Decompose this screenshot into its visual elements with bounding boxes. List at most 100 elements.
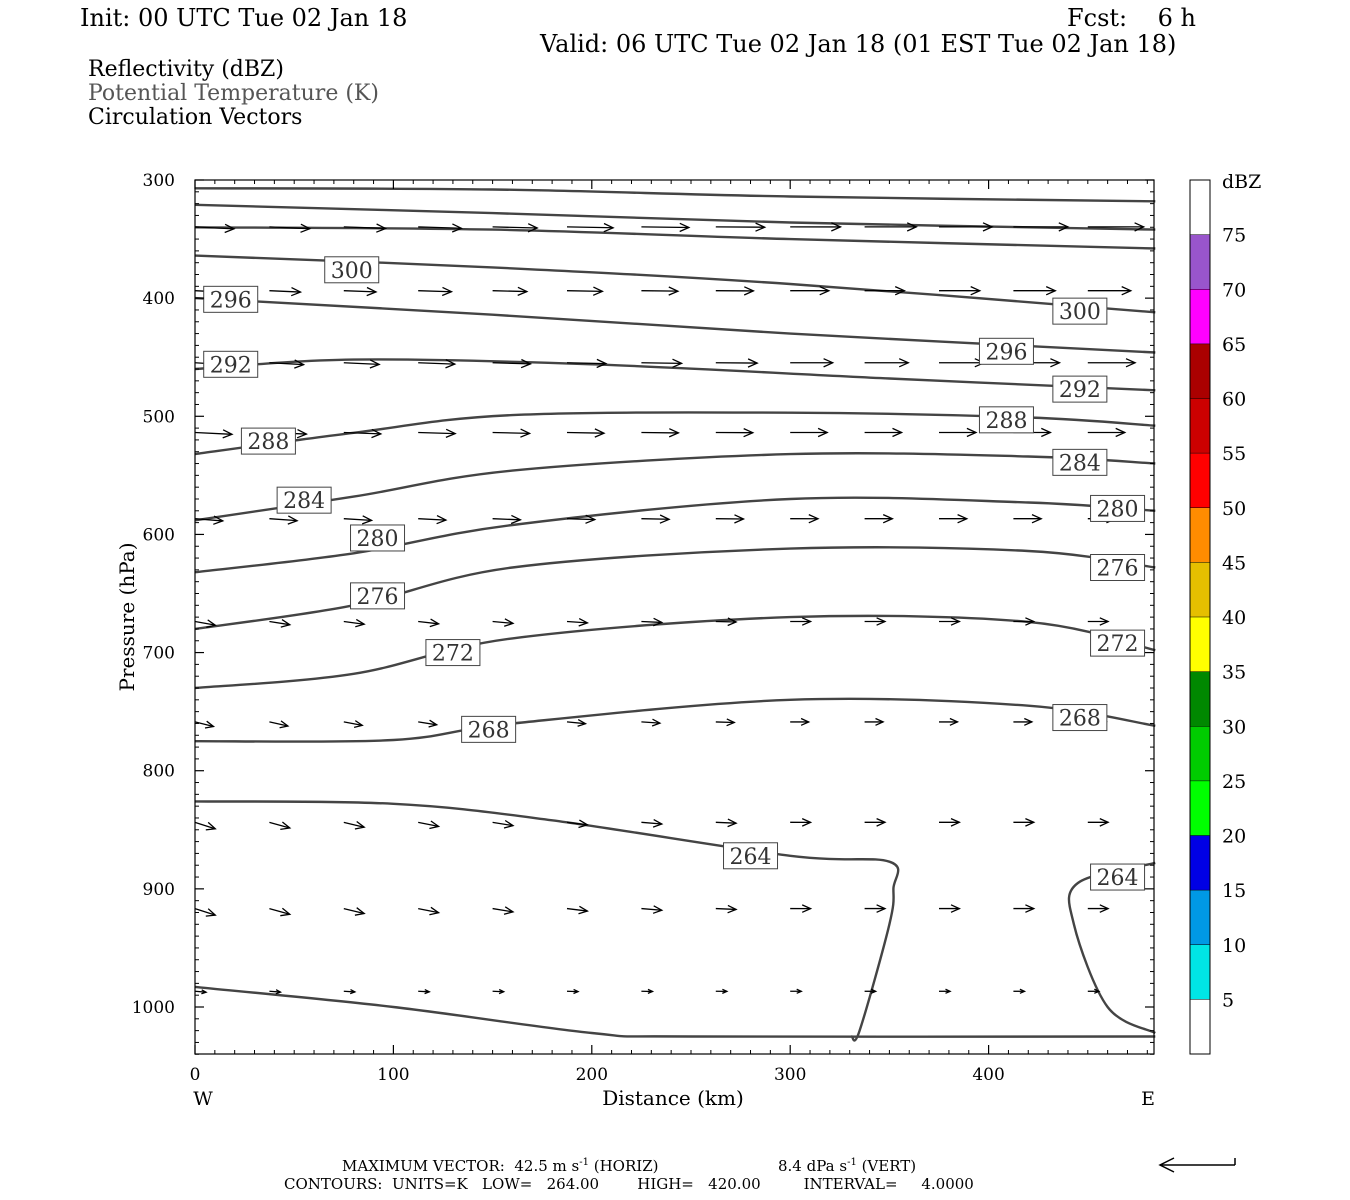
- isentrope-line: [194, 614, 1156, 690]
- wind-vector-head: [982, 222, 994, 232]
- wind-vector: [343, 990, 355, 993]
- wind-vector: [492, 290, 527, 293]
- wind-vector: [269, 620, 290, 626]
- wind-vector: [566, 226, 614, 229]
- wind-vector-head: [727, 818, 738, 828]
- contour-label: 268: [1059, 707, 1101, 732]
- wind-vector: [492, 362, 531, 365]
- contour-label-box: [1090, 863, 1146, 891]
- wind-vector: [566, 821, 588, 826]
- wind-vector-head: [659, 514, 671, 524]
- contour-label-box: [1052, 448, 1108, 476]
- wind-vector: [343, 620, 365, 625]
- wind-vector: [641, 518, 670, 520]
- wind-vector-head: [222, 429, 234, 439]
- wind-vector: [269, 721, 289, 727]
- contour-label: 280: [1097, 497, 1139, 522]
- wind-vector: [194, 821, 216, 830]
- wind-vector: [566, 620, 588, 624]
- reference-vector: [1158, 1157, 1236, 1173]
- wind-vector-head: [369, 359, 381, 369]
- contour-label-box: [276, 486, 332, 514]
- colorbar-swatch: [1190, 234, 1210, 290]
- wind-vector: [418, 721, 437, 726]
- wind-vector: [343, 821, 365, 828]
- isentrope-line: [194, 985, 1156, 1038]
- colorbar-swatch: [1190, 999, 1210, 1054]
- wind-vector: [418, 821, 439, 828]
- wind-vector-head: [578, 618, 590, 627]
- wind-vector-head: [1025, 904, 1036, 913]
- colorbar-swatch: [1190, 835, 1210, 891]
- wind-vector: [492, 518, 521, 521]
- wind-vector-head: [517, 286, 529, 297]
- x-axis-title: Distance (km): [602, 1086, 744, 1110]
- wind-vector-head: [1099, 904, 1110, 913]
- wind-vector-head: [882, 514, 894, 524]
- wind-vector: [641, 907, 662, 911]
- max-vector-info: MAXIMUM VECTOR: 42.5 m s-1 (HORIZ): [342, 1158, 658, 1174]
- wind-vector-head: [831, 222, 843, 232]
- isentrope-line: [194, 226, 1156, 250]
- wind-vector-head: [206, 619, 217, 629]
- wind-vector-head: [945, 988, 952, 994]
- wind-vector-head: [498, 988, 506, 995]
- colorbar-label: 40: [1222, 607, 1246, 629]
- wind-vector-head: [647, 988, 655, 995]
- wind-vector-head: [652, 819, 664, 828]
- wind-vector-head: [436, 515, 448, 525]
- wind-vector-head: [280, 619, 292, 628]
- colorbar-swatch: [1190, 343, 1210, 399]
- wind-vector-head: [280, 907, 292, 917]
- colorbar-swatch: [1190, 726, 1210, 781]
- colorbar-label: 50: [1222, 498, 1246, 520]
- contour-label: 300: [1059, 300, 1101, 325]
- contour-label: 264: [1097, 866, 1139, 891]
- wind-vector-head: [354, 907, 366, 916]
- wind-vector-head: [876, 904, 887, 913]
- wind-vector-head: [1094, 988, 1101, 994]
- wind-vector: [566, 907, 588, 912]
- legend-potential-temperature: Potential Temperature (K): [88, 81, 379, 106]
- contour-label-layer: 300 300 296 296 292 292 288 288 284 284 280 280 276 2…: [203, 256, 1146, 891]
- contour-label-box: [723, 842, 779, 870]
- contour-label: 272: [432, 642, 474, 667]
- contour-label: 300: [331, 259, 373, 284]
- wind-vector-head: [800, 717, 811, 726]
- max-vector-vert-info: 8.4 dPa s-1 (VERT): [778, 1158, 916, 1174]
- colorbar-label: 5: [1222, 989, 1234, 1011]
- wind-vector-head: [870, 988, 878, 994]
- contour-label-box: [1052, 375, 1108, 403]
- wind-vector: [492, 431, 530, 435]
- isentrope-line: [194, 496, 1156, 574]
- wind-vector-head: [300, 223, 312, 233]
- wind-vector-head: [726, 718, 736, 727]
- wind-vector-head: [1099, 617, 1110, 626]
- wind-vector: [269, 907, 290, 915]
- wind-vector-head: [451, 223, 463, 233]
- wind-vector-head: [280, 821, 292, 831]
- y-tick-label: 1000: [132, 998, 175, 1018]
- wind-vector-head: [801, 818, 813, 827]
- wind-vector-head: [679, 222, 691, 233]
- wind-vector: [418, 431, 456, 435]
- wind-vector: [641, 362, 682, 365]
- wind-vector: [343, 431, 381, 435]
- wind-vector-head: [428, 719, 439, 728]
- max-vector-horiz: MAXIMUM VECTOR: 42.5 m s: [342, 1157, 580, 1175]
- contour-label: 284: [1059, 451, 1101, 476]
- colorbar-label: 65: [1222, 334, 1246, 356]
- wind-vector-head: [876, 617, 887, 626]
- contour-label: 296: [985, 340, 1027, 365]
- wind-vector-head: [585, 514, 597, 524]
- wind-vector: [194, 721, 214, 728]
- isentrope-line: [194, 697, 1156, 743]
- wind-vector-head: [573, 988, 580, 995]
- wind-vector-head: [727, 904, 738, 914]
- wind-vector: [641, 620, 662, 624]
- colorbar-swatch: [1190, 890, 1210, 945]
- wind-vector-head: [1099, 818, 1110, 827]
- wind-vector: [194, 518, 223, 522]
- wind-vector-head: [892, 427, 904, 438]
